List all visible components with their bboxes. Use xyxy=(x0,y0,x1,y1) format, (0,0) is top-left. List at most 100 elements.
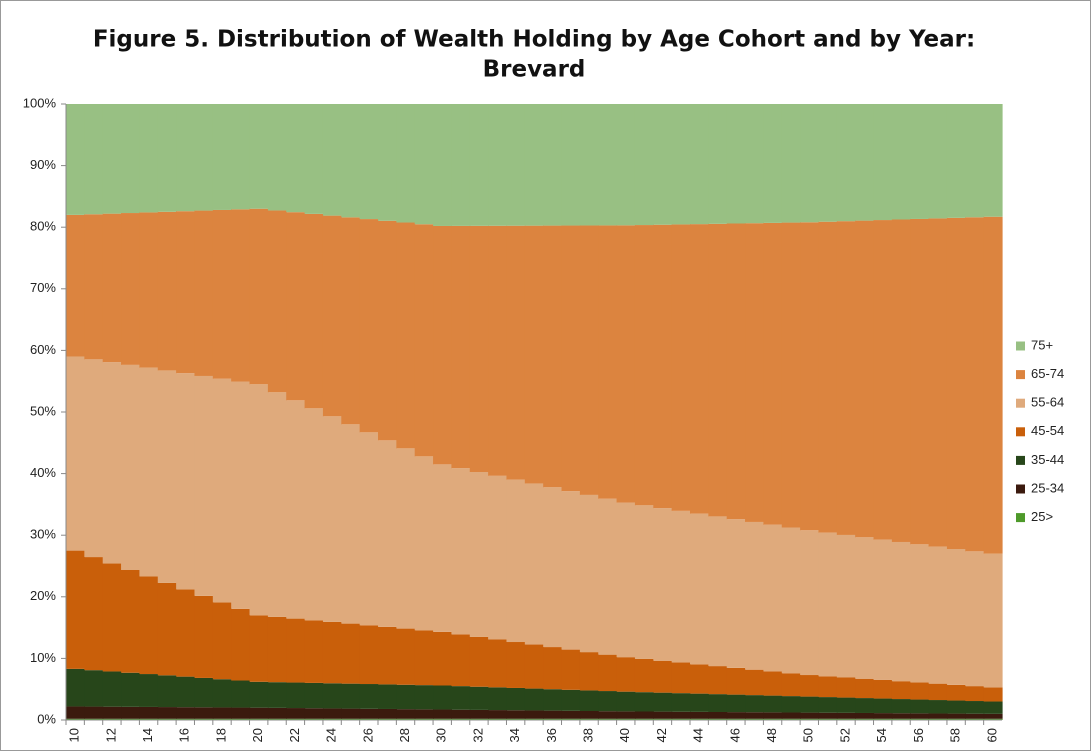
area-step xyxy=(414,456,434,631)
area-step xyxy=(341,424,361,624)
area-step xyxy=(506,104,526,226)
area-step xyxy=(836,712,856,719)
area-step xyxy=(634,711,654,719)
area-step xyxy=(194,718,214,720)
area-step xyxy=(267,210,287,393)
area-step xyxy=(139,576,159,675)
area-step xyxy=(488,639,508,688)
area-step xyxy=(653,508,673,661)
area-step xyxy=(267,718,287,720)
area-step xyxy=(102,671,122,707)
area-step xyxy=(946,548,966,685)
area-step xyxy=(341,217,361,425)
area-step xyxy=(451,718,471,720)
area-step xyxy=(745,718,765,720)
area-step xyxy=(946,713,966,719)
area-step xyxy=(726,712,746,719)
area-step xyxy=(267,104,287,211)
area-step xyxy=(139,718,159,720)
area-step xyxy=(836,718,856,720)
area-step xyxy=(616,718,636,720)
x-tick-label: 18 xyxy=(213,728,228,742)
x-tick-label: 52 xyxy=(837,728,852,742)
area-step xyxy=(249,718,269,720)
x-tick-label: 34 xyxy=(507,728,522,742)
area-step xyxy=(249,104,269,209)
area-step xyxy=(157,104,177,212)
area-step xyxy=(66,214,85,357)
area-step xyxy=(946,217,966,549)
area-step xyxy=(708,718,728,720)
area-step xyxy=(800,530,820,676)
area-step xyxy=(800,675,820,697)
area-step xyxy=(469,104,489,226)
area-step xyxy=(433,225,453,465)
area-step xyxy=(800,718,820,720)
legend-swatch xyxy=(1016,513,1025,523)
area-step xyxy=(84,670,104,707)
y-tick-label: 80% xyxy=(30,219,56,234)
area-step xyxy=(414,630,434,686)
y-tick-label: 100% xyxy=(23,95,57,110)
y-tick-label: 20% xyxy=(30,588,56,603)
area-step xyxy=(378,684,397,709)
area-step xyxy=(433,685,453,710)
area-step xyxy=(524,104,544,226)
area-step xyxy=(965,217,985,552)
area-step xyxy=(121,706,141,719)
area-step xyxy=(690,664,709,694)
area-step xyxy=(873,698,893,714)
area-step xyxy=(616,711,636,719)
x-tick-label: 60 xyxy=(984,728,999,742)
area-step xyxy=(579,652,599,691)
area-step xyxy=(653,104,673,225)
area-step xyxy=(616,657,636,692)
area-step xyxy=(855,718,875,720)
area-step xyxy=(451,468,471,635)
area-step xyxy=(231,104,251,210)
area-step xyxy=(433,631,453,686)
area-step xyxy=(176,373,196,590)
area-step xyxy=(598,691,618,712)
area-step xyxy=(84,104,104,215)
area-step xyxy=(451,634,471,687)
area-step xyxy=(176,718,196,720)
area-step xyxy=(322,708,342,719)
area-step xyxy=(763,222,783,525)
area-step xyxy=(745,521,765,670)
area-step xyxy=(488,687,508,711)
area-step xyxy=(286,400,306,619)
area-step xyxy=(873,713,893,719)
area-step xyxy=(634,718,654,720)
x-tick-label: 54 xyxy=(874,728,889,742)
area-step xyxy=(910,104,930,219)
area-step xyxy=(543,104,563,226)
x-tick-label: 22 xyxy=(287,728,302,742)
area-step xyxy=(818,532,838,677)
area-step xyxy=(708,694,728,712)
area-step xyxy=(671,718,691,720)
area-step xyxy=(139,212,159,368)
area-step xyxy=(249,681,269,708)
area-step xyxy=(139,674,159,707)
area-step xyxy=(561,649,581,690)
area-step xyxy=(176,707,196,719)
area-step xyxy=(433,709,453,719)
area-step xyxy=(396,104,416,223)
area-step xyxy=(579,718,599,720)
area-step xyxy=(910,713,930,719)
area-step xyxy=(212,718,232,720)
area-step xyxy=(634,225,654,506)
area-step xyxy=(561,491,581,650)
area-step xyxy=(102,104,122,214)
area-step xyxy=(176,211,196,374)
area-step xyxy=(543,710,563,719)
area-step xyxy=(414,104,434,225)
x-tick-label: 26 xyxy=(360,728,375,742)
area-step xyxy=(102,213,122,363)
area-step xyxy=(763,104,783,223)
area-step xyxy=(561,104,581,226)
area-step xyxy=(212,104,232,210)
x-tick-label: 20 xyxy=(250,728,265,742)
area-step xyxy=(212,602,232,680)
